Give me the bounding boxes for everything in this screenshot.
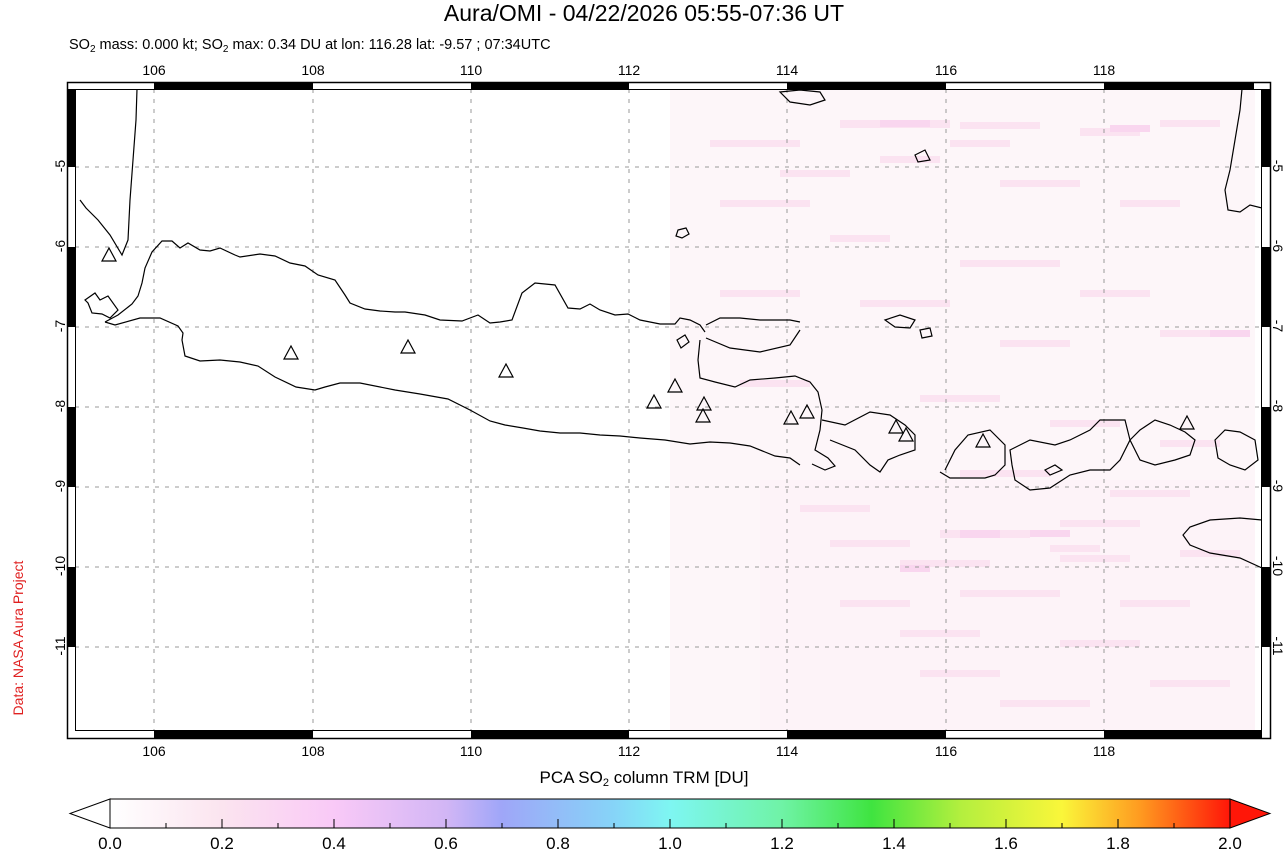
x-tick-top: 114 <box>775 62 799 78</box>
colorbar-tick: 0.4 <box>322 834 346 853</box>
grid-lines <box>75 89 1262 731</box>
volcano-markers <box>100 246 1196 448</box>
x-tick-bottom: 110 <box>459 743 483 759</box>
colorbar-tick: 0.6 <box>434 834 458 853</box>
chart-title: Aura/OMI - 04/22/2026 05:55-07:36 UT <box>443 0 845 26</box>
x-tick-bottom: 118 <box>1092 743 1116 759</box>
colorbar-tick: 0.2 <box>210 834 234 853</box>
x-tick-top: 116 <box>934 62 958 78</box>
left-axis-bar <box>68 89 75 647</box>
x-tick-bottom: 116 <box>934 743 958 759</box>
x-tick-top: 110 <box>459 62 483 78</box>
x-tick-top: 112 <box>617 62 641 78</box>
colorbar <box>68 798 1272 829</box>
colorbar-tick: 2.0 <box>1218 834 1242 853</box>
x-tick-bottom: 106 <box>142 743 166 759</box>
colorbar-title: PCA SO2 column TRM [DU] <box>539 768 749 789</box>
top-axis-bar <box>154 83 1254 89</box>
colorbar-tick: 0.0 <box>98 834 122 853</box>
x-tick-bottom: 114 <box>775 743 799 759</box>
x-tick-bottom: 112 <box>617 743 641 759</box>
colorbar-tick: 1.2 <box>770 834 794 853</box>
colorbar-tick: 1.8 <box>1106 834 1130 853</box>
x-tick-top: 118 <box>1092 62 1116 78</box>
colorbar-tick: 0.8 <box>546 834 570 853</box>
colorbar-tick: 1.6 <box>994 834 1018 853</box>
colorbar-max-arrow <box>1229 798 1272 829</box>
colorbar-min-arrow <box>68 798 111 829</box>
x-tick-bottom: 108 <box>301 743 325 759</box>
colorbar-tick: 1.0 <box>658 834 682 853</box>
coastlines <box>79 89 1262 569</box>
bottom-axis-bar <box>154 731 1262 738</box>
x-tick-top: 106 <box>142 62 166 78</box>
right-axis-bar <box>1262 89 1270 647</box>
x-tick-top: 108 <box>301 62 325 78</box>
chart-subtitle: SO2 mass: 0.000 kt; SO2 max: 0.34 DU at … <box>69 37 551 55</box>
colorbar-tick: 1.4 <box>882 834 906 853</box>
so2-swath <box>670 89 1262 731</box>
